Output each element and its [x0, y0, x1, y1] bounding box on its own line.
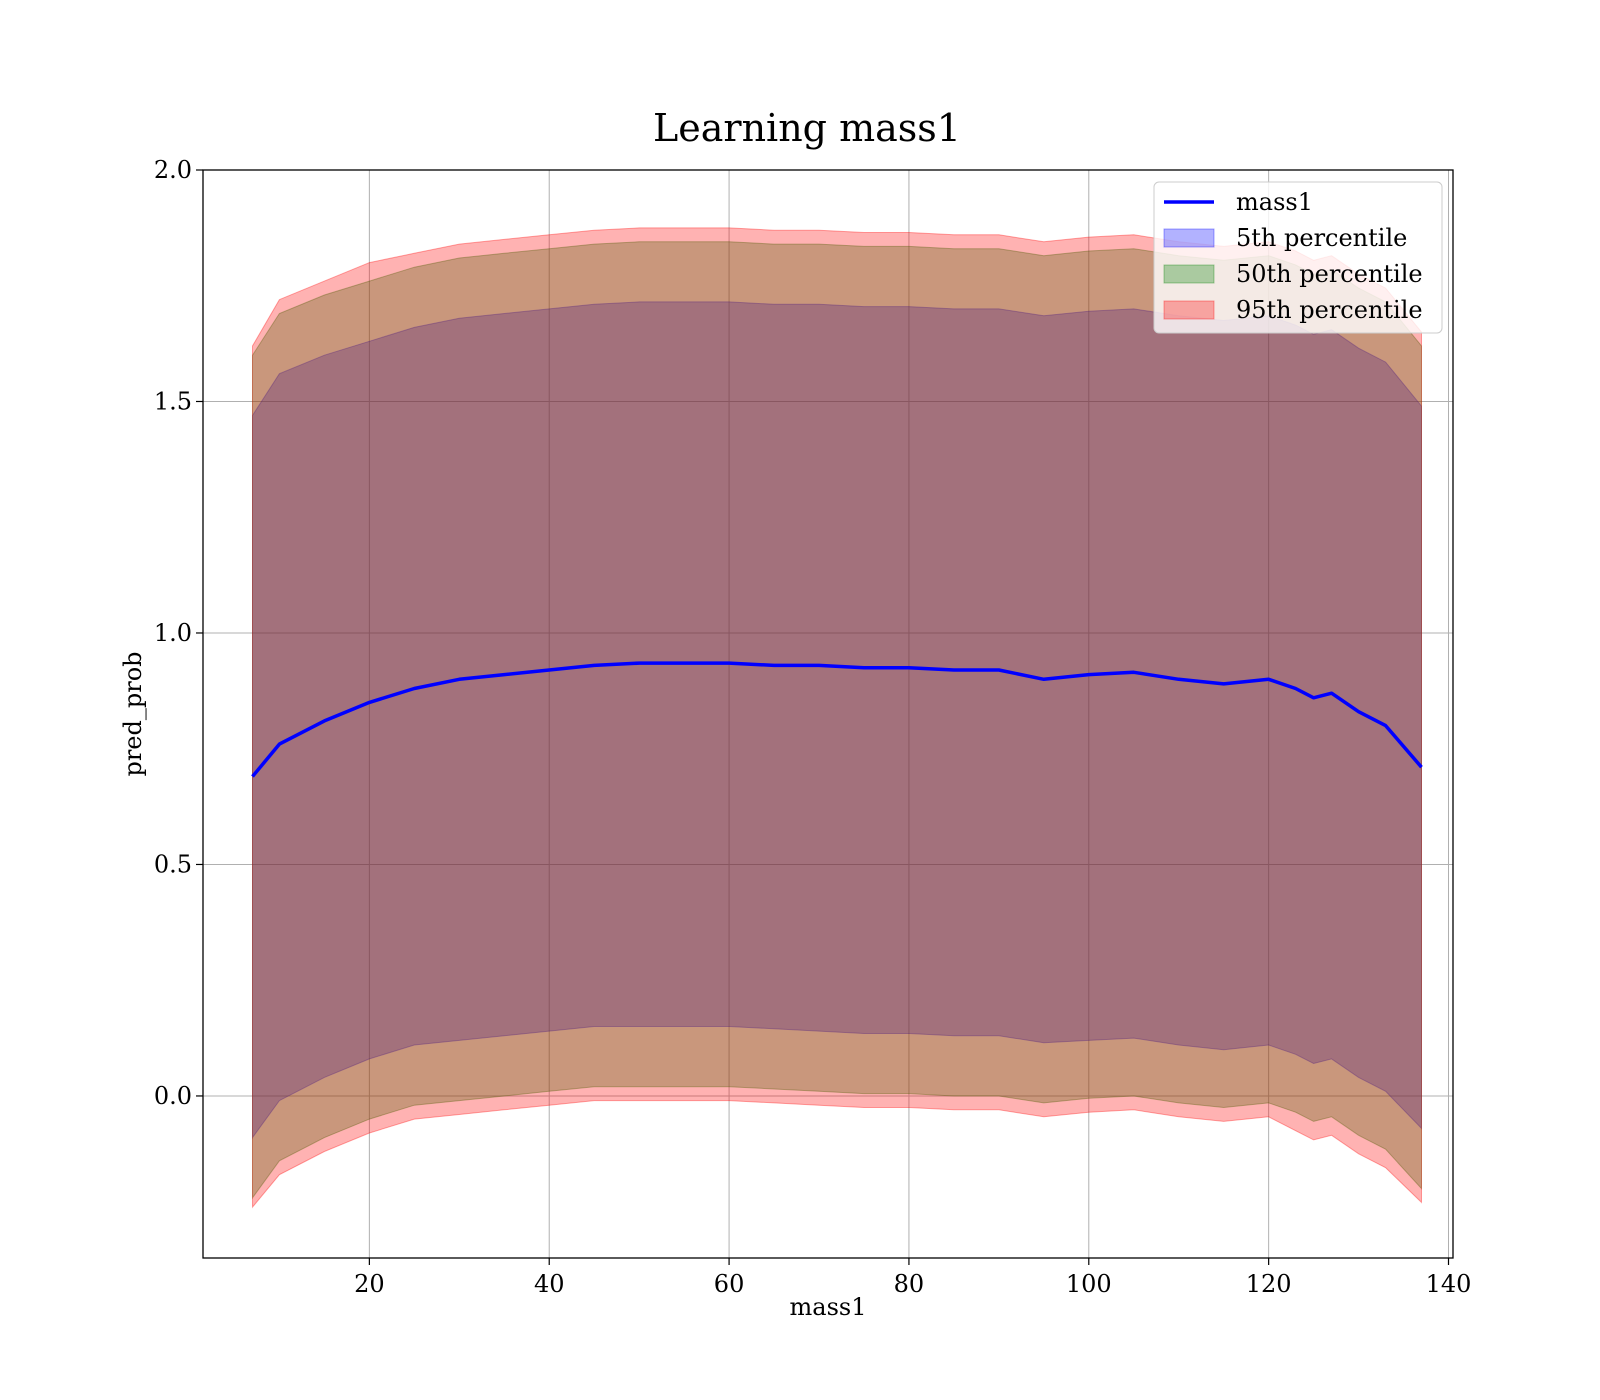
percentile-bands	[252, 227, 1422, 1209]
y-tick-label: 0.0	[154, 1082, 192, 1110]
chart-title: Learning mass1	[653, 106, 961, 150]
x-tick-label: 40	[534, 1270, 565, 1298]
x-tick-label: 100	[1066, 1270, 1112, 1298]
x-tick-label: 20	[354, 1270, 385, 1298]
y-axis-label: pred_prob	[119, 651, 147, 776]
y-tick-label: 1.0	[154, 619, 192, 647]
band-95th-percentile	[252, 227, 1422, 1209]
plot-frame	[202, 169, 1454, 1259]
legend-swatch-5th	[1163, 228, 1215, 248]
y-tick-label: 0.5	[154, 850, 192, 878]
legend-box	[1153, 181, 1443, 334]
x-axis-label: mass1	[790, 1293, 867, 1321]
x-tick-label: 120	[1246, 1270, 1292, 1298]
x-tick-label: 140	[1426, 1270, 1472, 1298]
x-tick-label: 80	[894, 1270, 925, 1298]
y-tick-label: 2.0	[154, 156, 192, 184]
legend-swatch-95th	[1163, 300, 1215, 320]
y-tick-label: 1.5	[154, 387, 192, 415]
band-5th-percentile	[252, 301, 1422, 1140]
series-line	[251, 661, 1423, 778]
x-tick-label: 60	[714, 1270, 745, 1298]
legend-swatch-50th	[1163, 264, 1215, 284]
band-50th-percentile	[252, 241, 1422, 1200]
legend-label-95th: 95th percentile	[1236, 296, 1423, 324]
axis-ticks: 20 40 60 80 100 120 140 0.0 0.5 1.0 1.5 2.0	[154, 156, 1472, 1298]
legend: mass1 5th percentile 50th percentile 95t…	[1153, 181, 1443, 334]
mass1-line	[251, 661, 1423, 778]
legend-label-5th: 5th percentile	[1236, 224, 1407, 252]
legend-label-50th: 50th percentile	[1236, 260, 1423, 288]
legend-label-mass1: mass1	[1236, 188, 1313, 216]
